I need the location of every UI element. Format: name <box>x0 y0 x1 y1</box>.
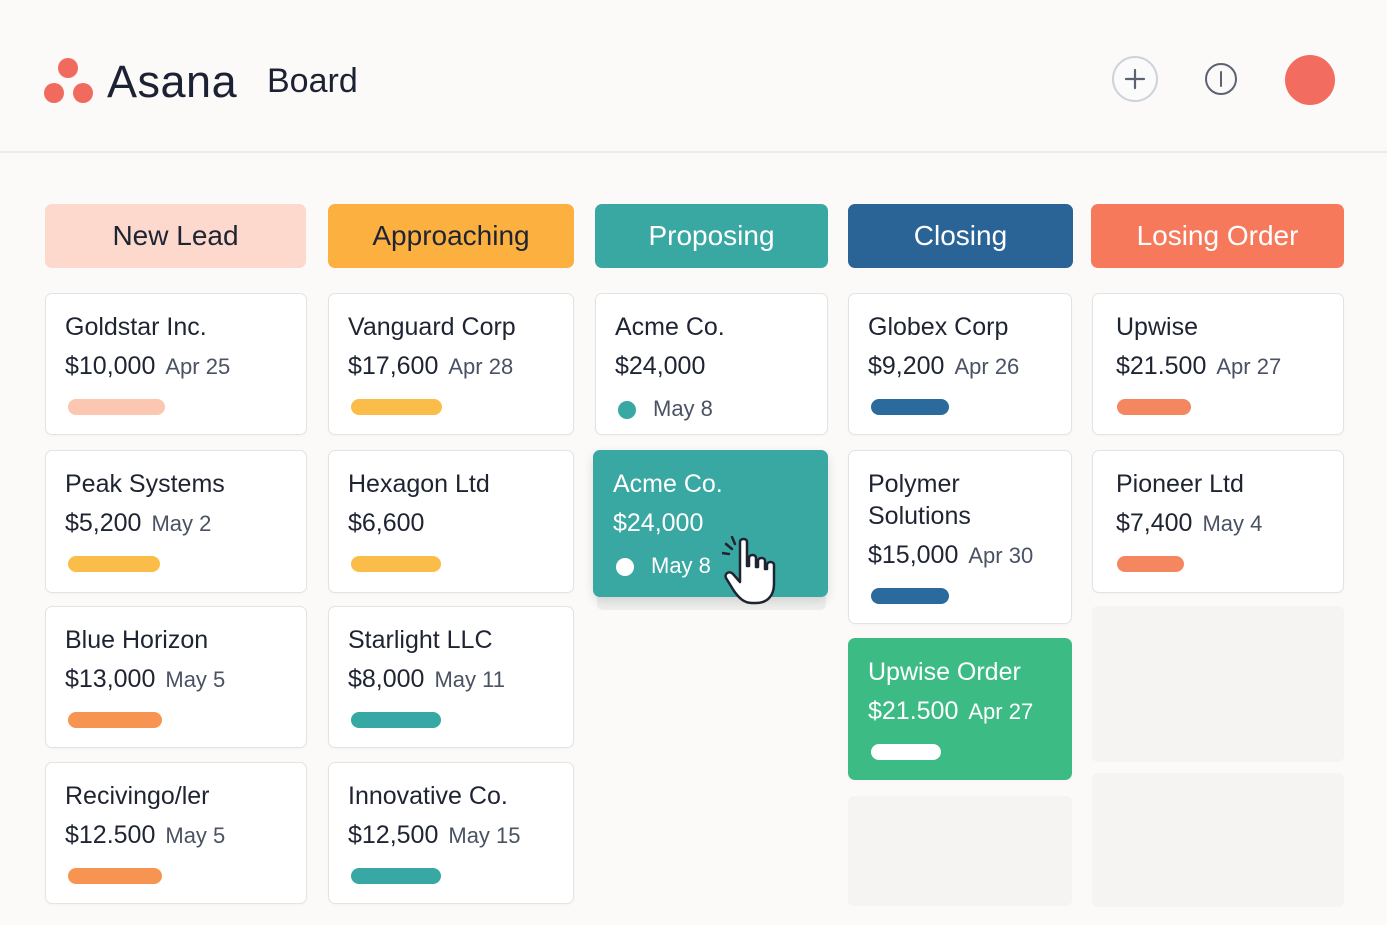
deal-name: Acme Co. <box>615 313 725 341</box>
deal-card[interactable]: Upwise $21.500 Apr 27 <box>1092 293 1344 435</box>
deal-date: May 8 <box>651 553 711 578</box>
brand-name[interactable]: Asana <box>107 56 238 107</box>
deal-amount: $17,600 <box>348 352 439 380</box>
deal-card[interactable]: Hexagon Ltd $6,600 <box>328 450 574 593</box>
status-dot <box>616 558 634 576</box>
deal-card[interactable]: Pioneer Ltd $7,400 May 4 <box>1092 450 1344 593</box>
column-header-approaching[interactable]: Approaching <box>328 204 574 268</box>
progress-bar <box>351 556 441 572</box>
hand-pointer-icon <box>722 536 776 605</box>
deal-name: Upwise <box>1116 313 1198 341</box>
plus-icon <box>1124 68 1146 90</box>
deal-date: Apr 25 <box>165 354 231 379</box>
deal-date: May 15 <box>448 823 521 848</box>
progress-bar <box>351 712 441 728</box>
empty-card-slot <box>1092 773 1344 907</box>
deal-amount: $24,000 <box>613 509 704 537</box>
column-header-closing[interactable]: Closing <box>848 204 1073 268</box>
progress-bar <box>351 868 441 884</box>
deal-card-dragging[interactable]: Acme Co. $24,000 May 8 <box>593 450 828 597</box>
deal-date: May 8 <box>653 396 713 421</box>
progress-bar <box>871 588 949 604</box>
column-header-new-lead[interactable]: New Lead <box>45 204 306 268</box>
asana-logo-icon[interactable] <box>44 58 94 104</box>
progress-bar <box>68 868 162 884</box>
deal-card[interactable]: Innovative Co. $12,500 May 15 <box>328 762 574 904</box>
deal-amount: $12.500 <box>65 821 156 849</box>
deal-amount: $24,000 <box>615 352 706 380</box>
progress-bar <box>68 712 162 728</box>
info-button[interactable] <box>1198 56 1244 102</box>
deal-amount: $13,000 <box>65 665 156 693</box>
column-label: New Lead <box>112 220 239 251</box>
deal-card[interactable]: Recivingo/ler $12.500 May 5 <box>45 762 307 904</box>
deal-card[interactable]: Goldstar Inc. $10,000 Apr 25 <box>45 293 307 435</box>
deal-name: Pioneer Ltd <box>1116 470 1244 498</box>
deal-card[interactable]: Globex Corp $9,200 Apr 26 <box>848 293 1072 435</box>
deal-name: Goldstar Inc. <box>65 313 207 341</box>
status-dot <box>618 401 636 419</box>
avatar[interactable] <box>1285 55 1335 105</box>
deal-date: May 5 <box>165 823 226 848</box>
deal-date: May 2 <box>151 511 212 536</box>
deal-name: Innovative Co. <box>348 782 508 810</box>
deal-amount: $5,200 <box>65 509 142 537</box>
column-header-proposing[interactable]: Proposing <box>595 204 828 268</box>
deal-amount: $7,400 <box>1116 509 1193 537</box>
deal-card[interactable]: Acme Co. $24,000 May 8 <box>595 293 828 435</box>
info-icon <box>1205 63 1237 95</box>
top-bar: Asana Board <box>0 0 1387 153</box>
deal-amount: $21.500 <box>1116 352 1207 380</box>
deal-date: Apr 26 <box>954 354 1020 379</box>
deal-card[interactable]: Blue Horizon $13,000 May 5 <box>45 606 307 748</box>
column-header-losing-order[interactable]: Losing Order <box>1091 204 1344 268</box>
column-label: Proposing <box>648 220 775 251</box>
progress-bar <box>68 556 160 572</box>
deal-name: Globex Corp <box>868 313 1009 341</box>
deal-name: Polymer Solutions <box>868 470 971 530</box>
column-label: Losing Order <box>1136 220 1299 251</box>
deal-card-won[interactable]: Upwise Order $21.500 Apr 27 <box>848 638 1072 780</box>
deal-amount: $15,000 <box>868 541 959 569</box>
deal-name: Hexagon Ltd <box>348 470 490 498</box>
empty-card-slot <box>1092 606 1344 762</box>
deal-date: Apr 28 <box>448 354 514 379</box>
deal-name: Starlight LLC <box>348 626 493 654</box>
deal-card[interactable]: Vanguard Corp $17,600 Apr 28 <box>328 293 574 435</box>
deal-amount: $8,000 <box>348 665 425 693</box>
deal-date: May 5 <box>165 667 226 692</box>
progress-bar <box>351 399 442 415</box>
empty-card-slot <box>848 796 1072 906</box>
deal-name: Peak Systems <box>65 470 225 498</box>
deal-date: Apr 27 <box>1216 354 1282 379</box>
deal-amount: $10,000 <box>65 352 156 380</box>
deal-date: Apr 30 <box>968 543 1034 568</box>
deal-date: May 11 <box>434 667 505 692</box>
deal-name: Acme Co. <box>613 470 723 498</box>
deal-name: Vanguard Corp <box>348 313 516 341</box>
add-button[interactable] <box>1112 56 1158 102</box>
deal-date: Apr 27 <box>968 699 1034 724</box>
column-label: Closing <box>913 220 1008 251</box>
deal-amount: $6,600 <box>348 509 425 537</box>
deal-amount: $12,500 <box>348 821 439 849</box>
deal-card[interactable]: Polymer Solutions $15,000 Apr 30 <box>848 450 1072 624</box>
progress-bar <box>1117 556 1184 572</box>
deal-date: May 4 <box>1202 511 1263 536</box>
progress-bar <box>1117 399 1191 415</box>
deal-name: Recivingo/ler <box>65 782 210 810</box>
deal-card[interactable]: Starlight LLC $8,000 May 11 <box>328 606 574 748</box>
column-label: Approaching <box>372 220 530 251</box>
progress-bar <box>871 744 941 760</box>
deal-amount: $21.500 <box>868 697 959 725</box>
page-title: Board <box>267 62 358 100</box>
deal-name: Upwise Order <box>868 658 1021 686</box>
progress-bar <box>871 399 949 415</box>
deal-name: Blue Horizon <box>65 626 209 654</box>
deal-amount: $9,200 <box>868 352 945 380</box>
deal-card[interactable]: Peak Systems $5,200 May 2 <box>45 450 307 593</box>
progress-bar <box>68 399 165 415</box>
